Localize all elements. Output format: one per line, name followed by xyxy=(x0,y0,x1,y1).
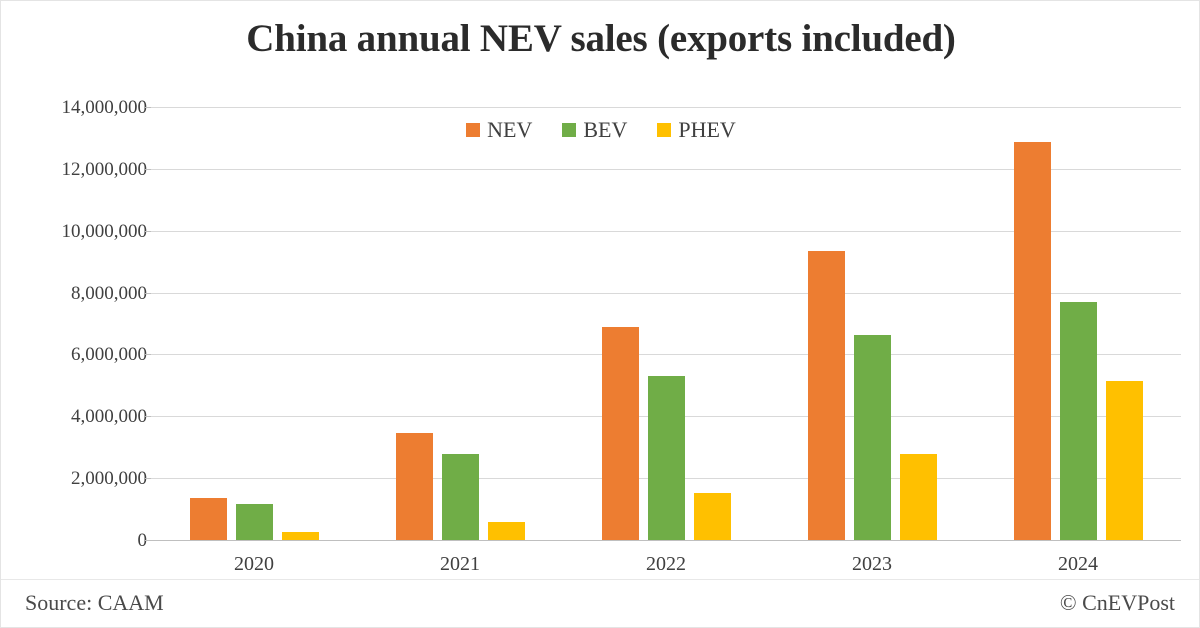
plot-area xyxy=(145,107,1181,541)
bar-nev-2023 xyxy=(807,250,845,540)
x-axis-label-2023: 2023 xyxy=(852,553,892,575)
page-title: China annual NEV sales (exports included… xyxy=(246,17,956,60)
y-axis-tick-label: 14,000,000 xyxy=(61,97,148,118)
x-axis-label-2020: 2020 xyxy=(234,553,274,575)
gridline xyxy=(151,354,1181,356)
y-axis-tick-label: 2,000,000 xyxy=(71,468,147,490)
gridline xyxy=(151,292,1181,294)
gridline xyxy=(151,230,1181,232)
bar-bev-2021 xyxy=(441,454,479,540)
copyright-note: © CnEVPost xyxy=(1059,590,1175,615)
y-axis-tick-label: 10,000,000 xyxy=(61,220,148,242)
bar-phev-2021 xyxy=(487,522,525,540)
y-axis-tick-mark xyxy=(145,478,151,480)
bar-bev-2023 xyxy=(853,334,891,540)
y-axis-tick-label: 8,000,000 xyxy=(71,282,147,304)
bar-bev-2022 xyxy=(647,376,685,540)
y-axis-tick-mark xyxy=(145,354,151,356)
bar-nev-2022 xyxy=(601,326,639,540)
y-axis-tick-label: 4,000,000 xyxy=(71,406,147,428)
bar-phev-2023 xyxy=(899,454,937,540)
y-axis-tick-mark xyxy=(145,107,151,108)
x-axis-label-2021: 2021 xyxy=(440,553,480,575)
y-axis-tick-label: 12,000,000 xyxy=(61,158,148,180)
y-axis-tick-mark xyxy=(145,168,151,170)
y-axis-tick-label: 6,000,000 xyxy=(71,344,147,366)
bar-phev-2022 xyxy=(693,493,731,540)
bar-nev-2020 xyxy=(189,497,227,540)
gridline xyxy=(151,107,1181,108)
bar-nev-2024 xyxy=(1013,142,1051,540)
bar-bev-2024 xyxy=(1059,302,1097,540)
y-axis-tick-mark xyxy=(145,416,151,418)
bar-bev-2020 xyxy=(235,504,273,540)
y-axis-tick-mark xyxy=(145,292,151,294)
gridline xyxy=(151,168,1181,170)
x-axis-label-2024: 2024 xyxy=(1058,553,1098,575)
y-axis-tick-mark xyxy=(145,230,151,232)
source-note: Source: CAAM xyxy=(25,590,164,615)
x-axis-label-2022: 2022 xyxy=(646,553,686,575)
bar-nev-2021 xyxy=(395,433,433,540)
footer-divider xyxy=(1,579,1199,580)
y-axis-tick-mark xyxy=(145,540,151,541)
bar-phev-2024 xyxy=(1105,381,1143,540)
x-axis-line xyxy=(151,540,1181,541)
bar-phev-2020 xyxy=(281,531,319,540)
y-axis-tick-label: 0 xyxy=(137,530,148,551)
